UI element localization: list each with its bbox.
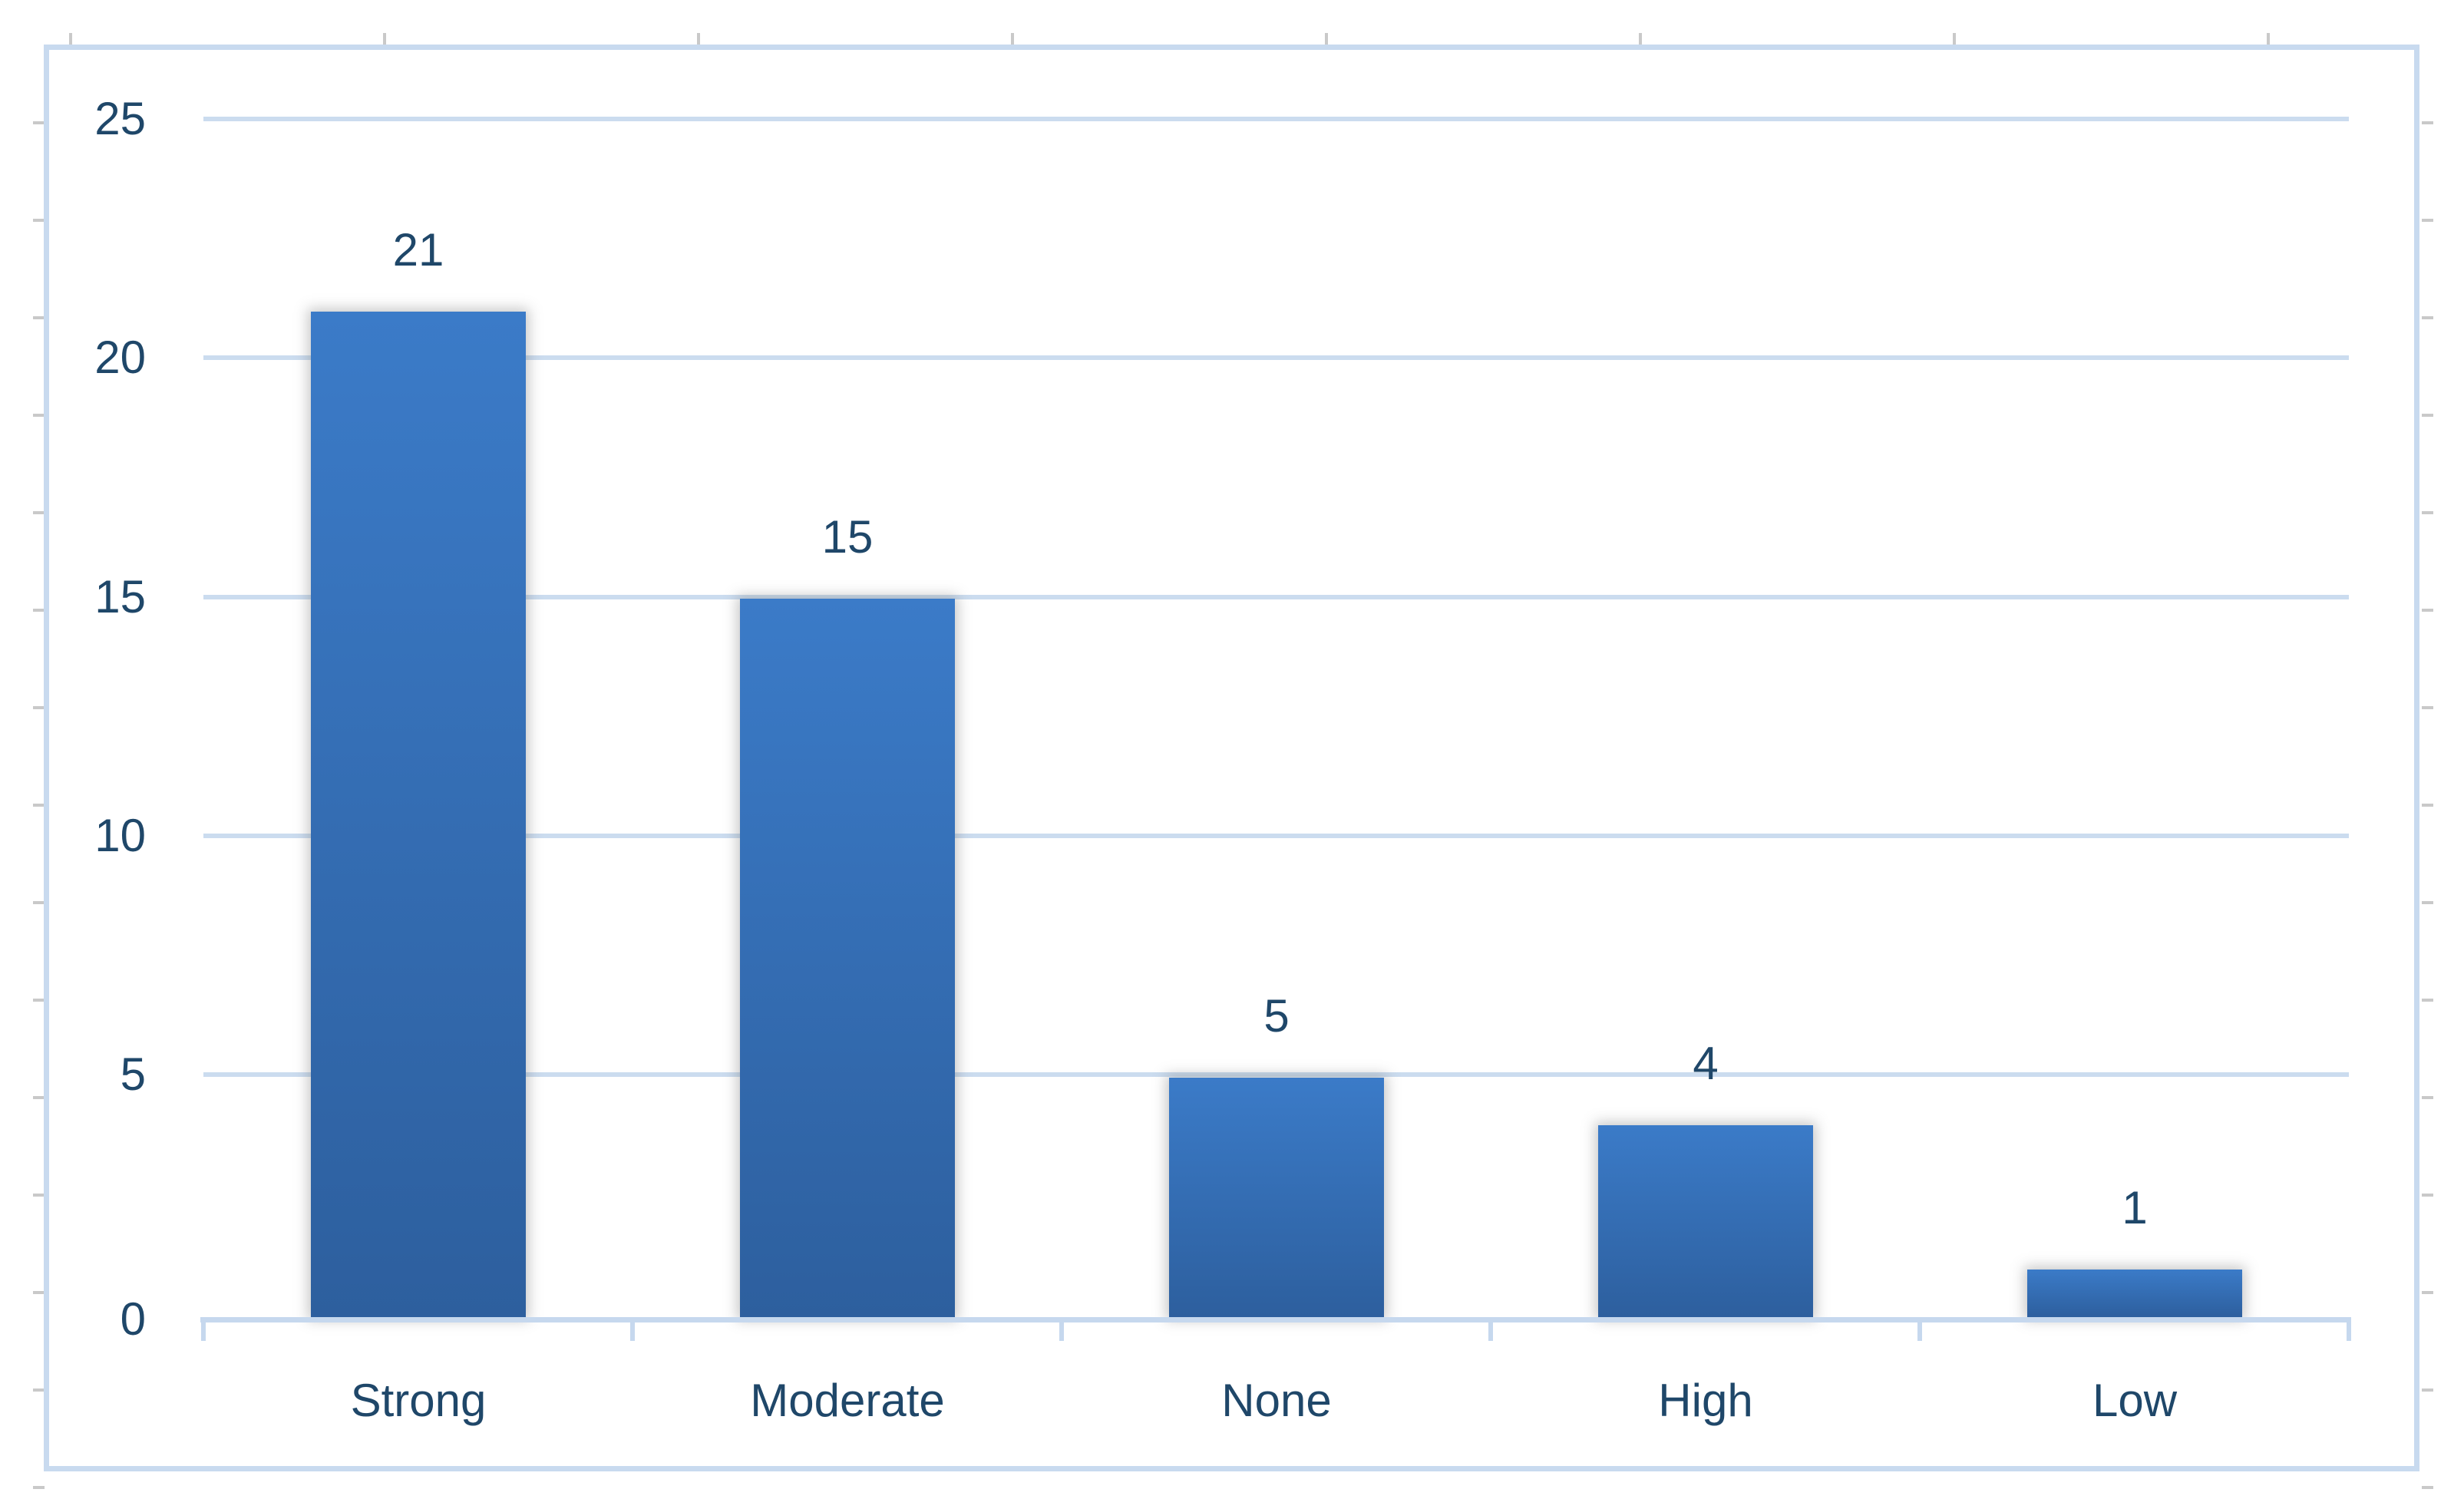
- x-axis-tick-4: [1488, 1317, 1493, 1341]
- worksheet-gridline-stubs-right: [2422, 121, 2433, 1499]
- gridline-5: [203, 1072, 2349, 1077]
- y-axis-label-10: 10: [94, 810, 146, 861]
- x-axis-label-moderate: Moderate: [750, 1375, 945, 1426]
- bar-high[interactable]: [1598, 1125, 1813, 1317]
- x-axis-tick-5: [1917, 1317, 1922, 1341]
- data-label-moderate: 15: [821, 511, 874, 563]
- gridline-25: [203, 117, 2349, 121]
- data-label-high: 4: [1693, 1038, 1719, 1089]
- bar-strong[interactable]: [311, 312, 526, 1317]
- gridline-10: [203, 834, 2349, 838]
- y-axis-label-0: 0: [120, 1293, 146, 1345]
- x-axis-label-high: High: [1658, 1375, 1753, 1426]
- x-axis-tick-3: [1059, 1317, 1064, 1341]
- data-label-low: 1: [2122, 1182, 2148, 1233]
- x-axis-tick-1: [201, 1317, 206, 1341]
- y-axis-label-25: 25: [94, 93, 146, 144]
- bar-none[interactable]: [1169, 1078, 1384, 1317]
- bar-moderate[interactable]: [740, 599, 955, 1317]
- y-axis-label-15: 15: [94, 571, 146, 622]
- gridline-15: [203, 595, 2349, 599]
- data-label-strong: 21: [392, 224, 444, 276]
- x-axis-label-strong: Strong: [350, 1375, 487, 1426]
- x-axis-label-none: None: [1221, 1375, 1332, 1426]
- gridline-20: [203, 355, 2349, 360]
- x-axis-line: [200, 1317, 2351, 1322]
- y-axis-label-20: 20: [94, 332, 146, 383]
- chart-area[interactable]: 25 20 15 10 5 0 21 15 5 4 1 Strong Moder…: [44, 45, 2419, 1471]
- data-label-none: 5: [1263, 990, 1290, 1042]
- y-axis-label-5: 5: [120, 1048, 146, 1100]
- worksheet-gridline-stubs-left: [33, 121, 45, 1499]
- x-axis-label-low: Low: [2092, 1375, 2178, 1426]
- bar-low[interactable]: [2027, 1270, 2242, 1317]
- x-axis-tick-6: [2347, 1317, 2351, 1341]
- worksheet-gridline-stubs-top: [69, 33, 2295, 45]
- x-axis-tick-2: [630, 1317, 635, 1341]
